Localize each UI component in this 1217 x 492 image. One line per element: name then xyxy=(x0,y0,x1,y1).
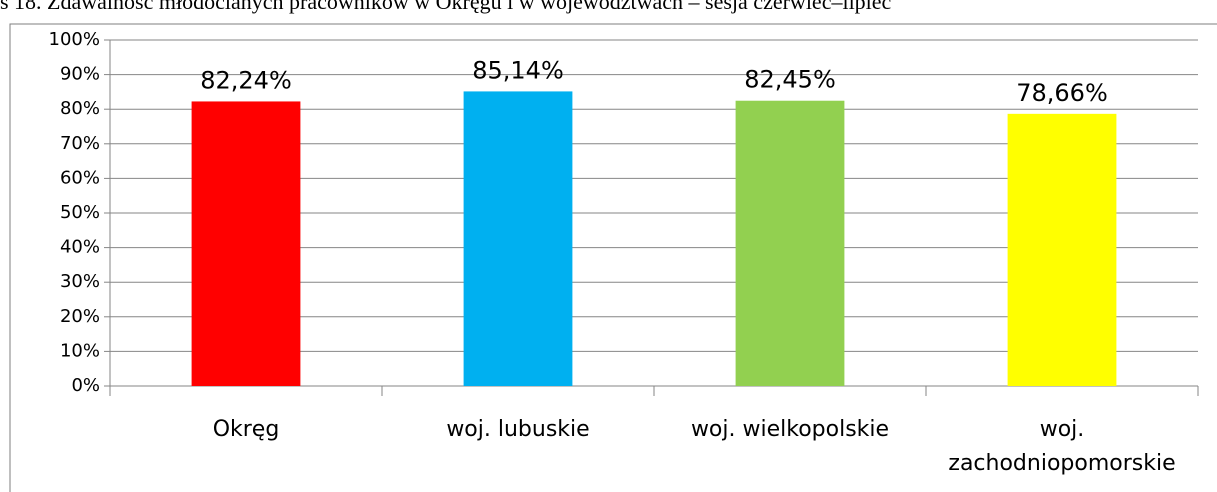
y-tick-label: 30% xyxy=(60,271,100,292)
x-tick-label: Okręg xyxy=(212,417,280,442)
data-label: 85,14% xyxy=(472,56,564,84)
chart-title: s 18. Zdawalność młodocianych pracownikó… xyxy=(0,0,892,14)
y-tick-label: 60% xyxy=(60,167,100,188)
y-tick-label: 80% xyxy=(60,98,100,119)
y-tick-label: 40% xyxy=(60,237,100,258)
x-tick-label: woj. lubuskie xyxy=(446,417,590,442)
bar xyxy=(735,100,845,387)
data-label: 78,66% xyxy=(1016,79,1108,107)
bar xyxy=(191,101,301,387)
bar xyxy=(463,91,573,387)
chart-border xyxy=(9,23,1217,492)
x-tick-label: woj. wielkopolskie xyxy=(690,417,890,442)
y-tick-label: 90% xyxy=(60,64,100,85)
y-tick-label: 10% xyxy=(60,340,100,361)
y-tick-label: 50% xyxy=(60,202,100,223)
y-tick-label: 100% xyxy=(49,29,100,50)
y-tick-label: 70% xyxy=(60,133,100,154)
y-tick-label: 20% xyxy=(60,306,100,327)
x-tick-label: woj. zachodniopomorskie xyxy=(948,417,1176,476)
data-label: 82,45% xyxy=(744,66,836,94)
bar xyxy=(1007,113,1117,387)
data-label: 82,24% xyxy=(200,66,292,94)
y-tick-label: 0% xyxy=(71,375,100,396)
